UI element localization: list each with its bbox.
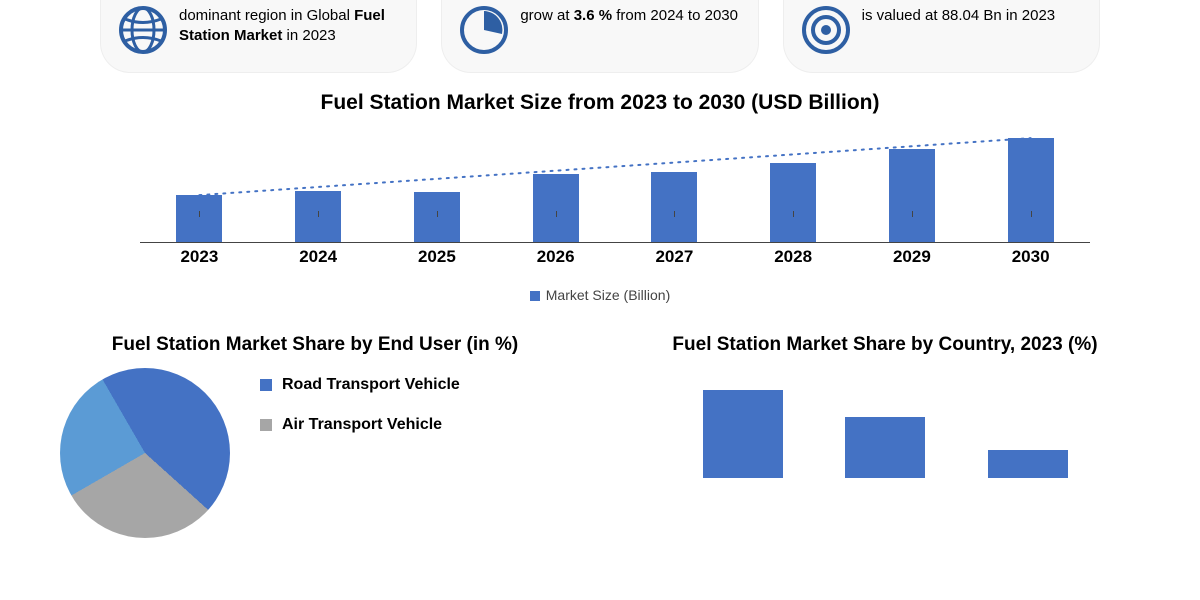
card-cagr-post: from 2024 to 2030 — [612, 7, 738, 24]
end-user-legend: Road Transport Vehicle Air Transport Vehi… — [260, 368, 460, 434]
target-icon — [800, 4, 852, 56]
legend-label: Air Transport Vehicle — [282, 416, 442, 434]
end-user-pie — [60, 368, 230, 538]
card-region-pre: dominant region in Global — [179, 7, 354, 24]
bar — [1008, 138, 1054, 242]
market-size-plot — [140, 129, 1090, 243]
globe-icon — [117, 4, 169, 56]
x-label: 2029 — [889, 247, 935, 279]
pie-wrap: Road Transport Vehicle Air Transport Vehi… — [40, 368, 590, 538]
card-region-post: in 2023 — [282, 27, 335, 44]
card-cagr: grow at 3.6 % from 2024 to 2030 — [441, 0, 758, 73]
card-cagr-pre: grow at — [520, 7, 573, 24]
card-region-text: dominant region in Global Fuel Station M… — [179, 4, 400, 47]
end-user-section: Fuel Station Market Share by End User (i… — [40, 333, 590, 538]
market-size-xaxis: 2023 2024 2025 2026 2027 2028 2029 2030 — [140, 247, 1090, 279]
x-label: 2024 — [295, 247, 341, 279]
country-bar — [703, 390, 783, 478]
bar — [889, 149, 935, 242]
country-section: Fuel Station Market Share by Country, 20… — [610, 333, 1160, 538]
x-label: 2025 — [414, 247, 460, 279]
x-label: 2023 — [176, 247, 222, 279]
bar — [770, 163, 816, 242]
end-user-title: Fuel Station Market Share by End User (i… — [40, 333, 590, 358]
market-size-chart: 2023 2024 2025 2026 2027 2028 2029 2030 — [100, 129, 1100, 279]
card-cagr-bold: 3.6 % — [574, 7, 612, 24]
legend-row: Air Transport Vehicle — [260, 416, 460, 434]
x-label: 2027 — [651, 247, 697, 279]
bar — [651, 172, 697, 242]
x-label: 2026 — [533, 247, 579, 279]
top-cards-row: dominant region in Global Fuel Station M… — [0, 0, 1200, 73]
legend-label: Road Transport Vehicle — [282, 376, 460, 394]
card-value-pre: is valued at 88.04 Bn in 2023 — [862, 7, 1055, 24]
bar — [176, 195, 222, 242]
market-size-bars — [140, 129, 1090, 242]
x-label: 2030 — [1008, 247, 1054, 279]
country-bar — [988, 450, 1068, 478]
market-size-title: Fuel Station Market Size from 2023 to 20… — [0, 91, 1200, 115]
card-cagr-text: grow at 3.6 % from 2024 to 2030 — [520, 4, 738, 26]
country-title: Fuel Station Market Share by Country, 20… — [610, 333, 1160, 358]
legend-label: Market Size (Billion) — [546, 287, 670, 303]
card-region: dominant region in Global Fuel Station M… — [100, 0, 417, 73]
country-bar — [845, 417, 925, 478]
market-size-legend: Market Size (Billion) — [0, 287, 1200, 303]
card-value: is valued at 88.04 Bn in 2023 — [783, 0, 1100, 73]
legend-swatch — [530, 291, 540, 301]
legend-swatch — [260, 379, 272, 391]
legend-swatch — [260, 419, 272, 431]
bar — [533, 174, 579, 242]
legend-row: Road Transport Vehicle — [260, 376, 460, 394]
bottom-row: Fuel Station Market Share by End User (i… — [0, 303, 1200, 538]
bar — [414, 192, 460, 242]
country-bars — [610, 368, 1160, 478]
card-value-text: is valued at 88.04 Bn in 2023 — [862, 4, 1055, 26]
pie-icon — [458, 4, 510, 56]
x-label: 2028 — [770, 247, 816, 279]
